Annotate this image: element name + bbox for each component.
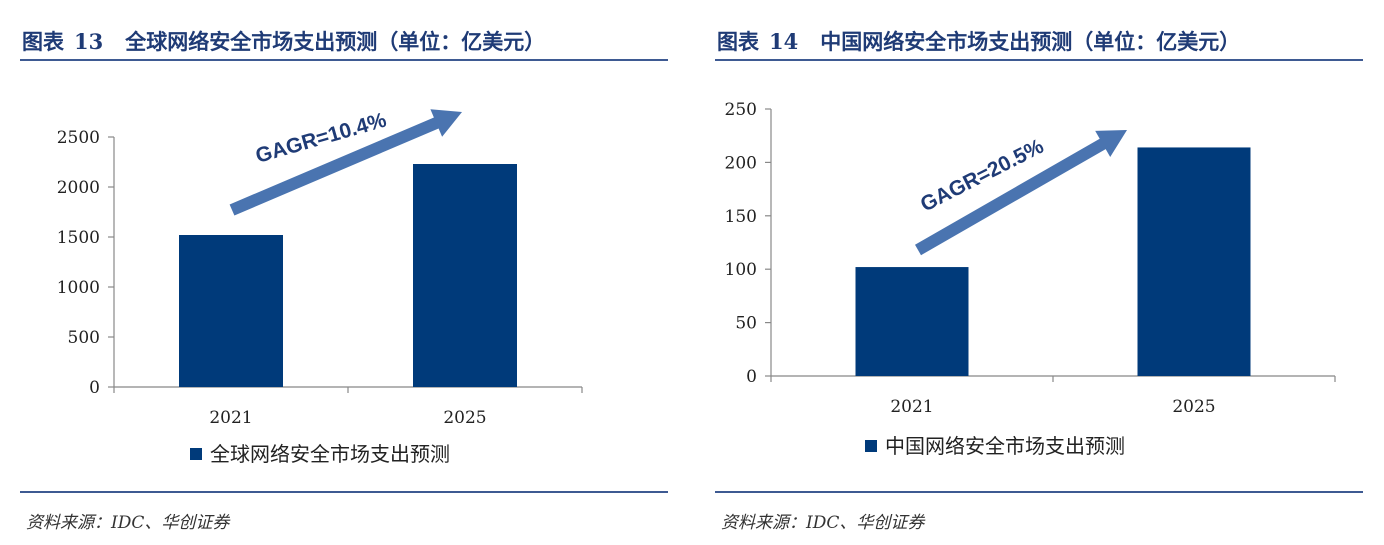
bar-2025 [413,164,517,387]
title-rule [20,59,668,61]
y-tick-label: 0 [746,367,757,387]
y-tick-label: 2000 [57,178,100,198]
x-tick-label: 2021 [209,408,252,425]
figure-label: 图表 [717,29,759,54]
legend-swatch [190,448,202,460]
legend-swatch [865,440,877,452]
y-tick-label: 100 [725,260,757,280]
source-rule [20,491,668,493]
y-tick-label: 500 [68,328,100,348]
figure-label: 图表 [22,29,64,54]
bar-chart-global: 0 500 1000 1500 2000 2500 2021 2025 GAGR=10.4% [57,108,583,425]
y-tick-label: 2500 [57,128,100,148]
figure-title-text: 中国网络安全市场支出预测（单位：亿美元） [820,29,1241,54]
x-tick-label: 2025 [1172,397,1215,417]
growth-arrow [915,130,1127,256]
bar-2021 [855,267,969,376]
cagr-annotation: GAGR=20.5% [917,135,1048,217]
figure-panel-14: 图表 14 中国网络安全市场支出预测（单位：亿美元） 0 50 100 150 200 250… [703,0,1363,545]
figure-title: 图表 13 全球网络安全市场支出预测（单位：亿美元） [22,26,545,56]
title-rule [715,59,1363,61]
legend-label: 全球网络安全市场支出预测 [210,442,450,466]
chart-legend: 中国网络安全市场支出预测 [865,430,1125,459]
bar-chart-china: 0 50 100 150 200 250 2021 2025 GAGR=20.5% [725,100,1336,417]
x-tick-label: 2021 [890,397,933,417]
y-tick-label: 1500 [57,228,100,248]
y-tick-label: 150 [725,207,757,227]
y-tick-label: 1000 [57,278,100,298]
source-rule [715,491,1363,493]
figure-title: 图表 14 中国网络安全市场支出预测（单位：亿美元） [717,26,1240,56]
growth-arrow [229,109,462,216]
y-tick-label: 0 [89,378,100,398]
chart-legend: 全球网络安全市场支出预测 [190,438,450,467]
figure-panel-13: 图表 13 全球网络安全市场支出预测（单位：亿美元） 0 500 1000 1500 200… [8,0,668,545]
bar-2025 [1137,147,1251,376]
figure-title-text: 全球网络安全市场支出预测（单位：亿美元） [125,29,546,54]
source-note: 资料来源：IDC、华创证券 [721,513,925,533]
y-tick-label: 50 [735,314,757,334]
x-tick-label: 2025 [443,408,486,425]
y-tick-label: 200 [725,153,757,173]
figure-number: 13 [74,29,104,54]
figure-number: 14 [769,29,799,54]
legend-label: 中国网络安全市场支出预测 [885,434,1125,458]
bar-2021 [179,235,283,387]
cagr-annotation: GAGR=10.4% [253,108,389,167]
source-note: 资料来源：IDC、华创证券 [26,513,230,533]
y-tick-label: 250 [725,100,757,120]
